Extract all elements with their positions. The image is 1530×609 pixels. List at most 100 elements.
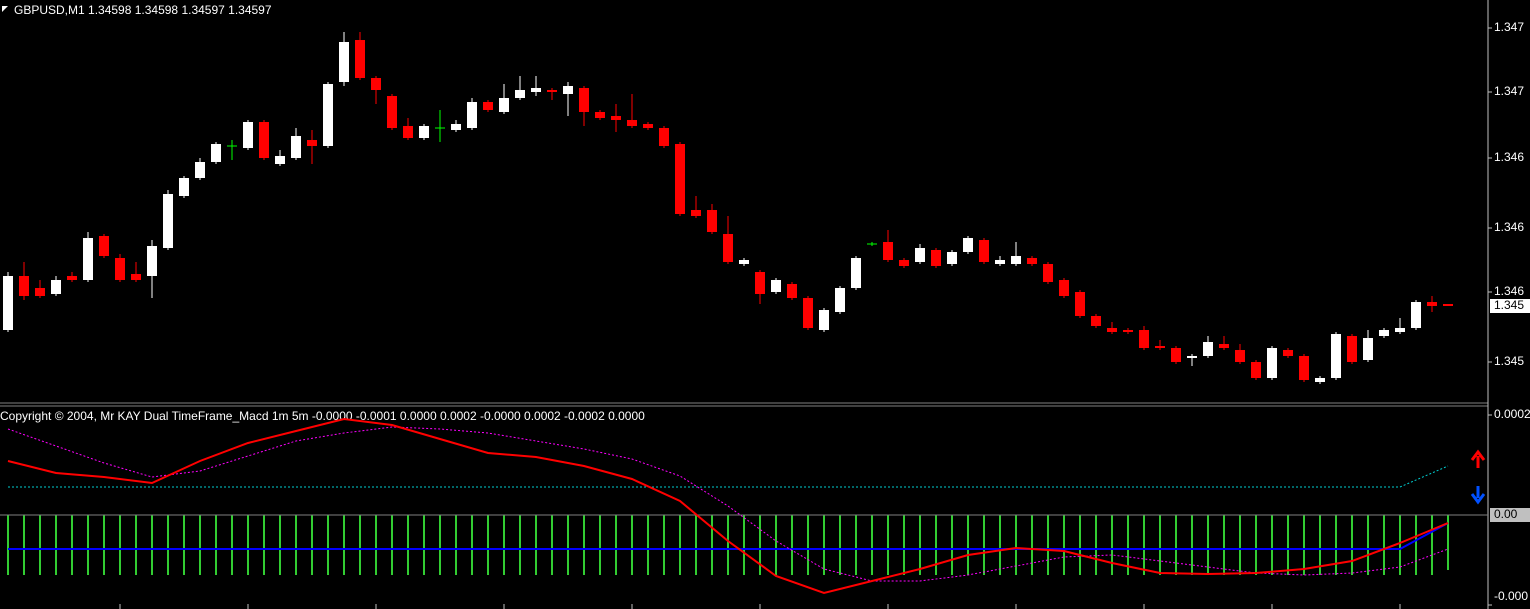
candle-body: [995, 260, 1005, 264]
candle-body: [1363, 338, 1373, 360]
candle-body: [419, 126, 429, 138]
chart-header: GBPUSD,M1 1.34598 1.34598 1.34597 1.3459…: [14, 3, 272, 17]
current-price-label: 1.345: [1494, 298, 1524, 312]
candle-body: [851, 258, 861, 288]
candle-body: [931, 250, 941, 266]
candle-body: [515, 90, 525, 98]
candle-body: [1427, 302, 1437, 306]
candle-body: [691, 210, 701, 216]
candle-body: [723, 234, 733, 262]
candle-body: [787, 284, 797, 298]
candle-body: [403, 126, 413, 138]
indicator-line: [8, 465, 1449, 488]
candle-body: [259, 122, 269, 158]
candle-body: [387, 96, 397, 128]
candle-body: [1171, 348, 1181, 362]
candle-body: [115, 258, 125, 280]
candle-body: [323, 84, 333, 146]
candle-body: [179, 178, 189, 196]
current-price-box: [1490, 299, 1530, 313]
candle-body: [483, 102, 493, 110]
candle-body: [19, 276, 29, 296]
y-tick-label: 1.346: [1494, 150, 1524, 164]
candle-body: [243, 122, 253, 148]
candle-body: [547, 90, 557, 92]
indicator-header: Copyright © 2004, Mr KAY Dual TimeFrame_…: [0, 409, 645, 423]
candle-body: [147, 246, 157, 276]
y-tick-label: 0.0002: [1494, 407, 1530, 421]
candle-body: [1299, 356, 1309, 380]
candle-body: [1331, 334, 1341, 378]
candle-body: [899, 260, 909, 266]
y-tick-label: 1.345: [1494, 354, 1524, 368]
candle-body: [1011, 256, 1021, 264]
up-arrow: [1470, 449, 1486, 468]
candle-body: [707, 210, 717, 232]
candle-body: [1155, 346, 1165, 348]
candle-body: [659, 128, 669, 146]
candle-body: [947, 252, 957, 264]
candle-body: [819, 310, 829, 330]
y-tick-label: 1.347: [1494, 20, 1524, 34]
candle-body: [531, 88, 541, 92]
candle-body: [1315, 378, 1325, 382]
candle-body: [1395, 328, 1405, 332]
candle-body: [803, 298, 813, 328]
candle-body: [1235, 350, 1245, 362]
candle-body: [1043, 264, 1053, 282]
candle-body: [1139, 330, 1149, 348]
candle-body: [67, 276, 77, 280]
y-tick-label: 0.00: [1494, 507, 1518, 521]
candle-body: [1283, 350, 1293, 356]
candle-body: [1267, 348, 1277, 378]
candle-body: [275, 156, 285, 164]
zero-label-box: [1490, 508, 1530, 522]
candle-body: [579, 88, 589, 112]
candle-body: [915, 248, 925, 262]
candle-body: [979, 240, 989, 262]
indicator-line: [8, 522, 1449, 550]
candle-body: [1443, 304, 1453, 306]
candle-body: [595, 112, 605, 118]
y-tick-label: 1.347: [1494, 84, 1524, 98]
candle-body: [771, 280, 781, 292]
y-tick-label: -0.000: [1494, 589, 1528, 603]
y-tick-label: 1.346: [1494, 284, 1524, 298]
candle-body: [291, 136, 301, 158]
candle-body: [35, 288, 45, 296]
candle-body: [1075, 292, 1085, 316]
candle-body: [1123, 330, 1133, 332]
candle-body: [1059, 280, 1069, 296]
candle-body: [1091, 316, 1101, 326]
candle-body: [355, 40, 365, 78]
candle-body: [211, 144, 221, 162]
candle-body: [1027, 258, 1037, 264]
candle-body: [451, 124, 461, 130]
candle-body: [675, 144, 685, 214]
candle-body: [963, 238, 973, 252]
candle-body: [611, 116, 621, 120]
candle-body: [1251, 362, 1261, 378]
candle-body: [883, 242, 893, 260]
candle-body: [307, 140, 317, 146]
chart-menu-icon[interactable]: [2, 6, 8, 12]
candle-body: [99, 236, 109, 256]
candle-body: [755, 272, 765, 294]
candle-body: [1187, 356, 1197, 358]
candle-body: [467, 102, 477, 128]
candle-body: [51, 280, 61, 294]
candle-body: [195, 162, 205, 178]
candle-body: [131, 274, 141, 280]
candle-body: [643, 124, 653, 128]
candle-body: [1347, 336, 1357, 362]
y-tick-label: 1.346: [1494, 220, 1524, 234]
candle-body: [1219, 344, 1229, 348]
down-arrow: [1470, 486, 1486, 505]
candle-body: [627, 120, 637, 126]
candle-body: [371, 78, 381, 90]
candle-body: [563, 86, 573, 94]
indicator-line: [7, 417, 1449, 595]
